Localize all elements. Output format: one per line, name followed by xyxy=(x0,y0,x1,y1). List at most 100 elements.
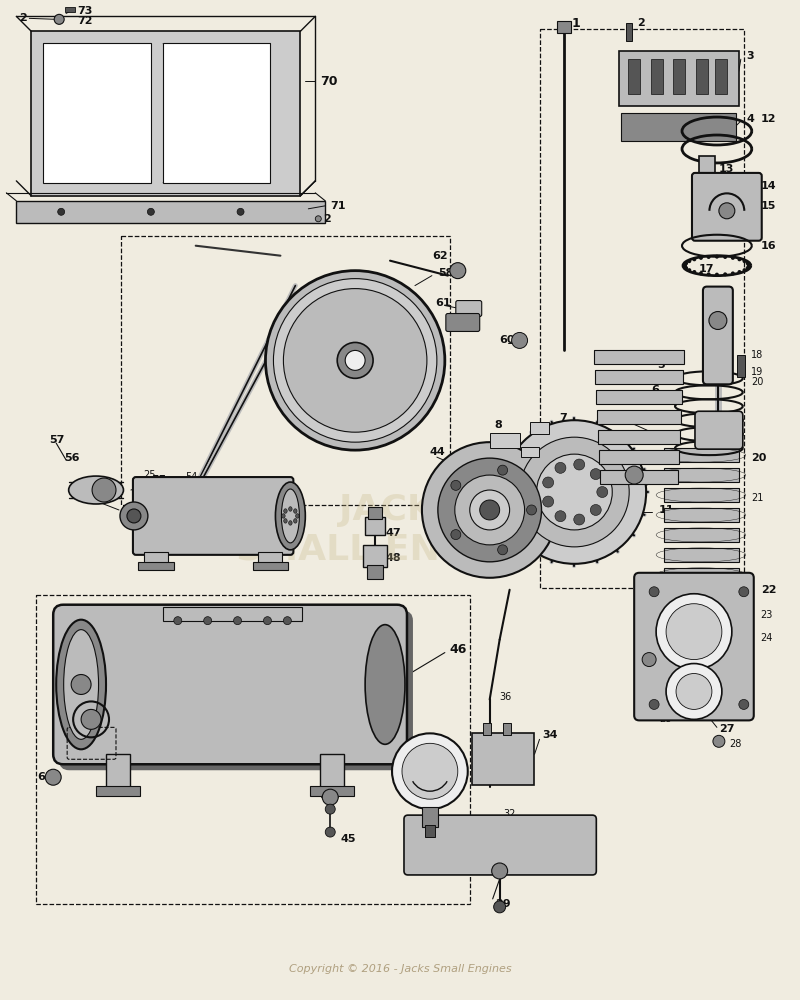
Bar xyxy=(43,43,151,183)
Circle shape xyxy=(687,259,691,263)
Circle shape xyxy=(338,342,373,378)
Bar xyxy=(673,59,685,94)
Text: 3: 3 xyxy=(746,51,754,61)
FancyBboxPatch shape xyxy=(404,815,596,875)
Ellipse shape xyxy=(296,514,299,518)
Text: 29: 29 xyxy=(494,899,510,909)
Circle shape xyxy=(498,465,508,475)
Circle shape xyxy=(345,350,365,370)
Circle shape xyxy=(626,466,643,484)
Ellipse shape xyxy=(294,509,297,513)
Circle shape xyxy=(174,617,182,625)
Bar xyxy=(596,390,682,404)
Text: 21: 21 xyxy=(750,493,763,503)
Bar xyxy=(664,528,739,542)
Bar xyxy=(368,507,382,519)
Text: 28: 28 xyxy=(634,650,646,660)
Circle shape xyxy=(234,617,242,625)
Circle shape xyxy=(502,420,646,564)
Circle shape xyxy=(542,477,554,488)
Circle shape xyxy=(746,261,750,265)
Text: 8: 8 xyxy=(494,420,502,430)
Text: 64: 64 xyxy=(56,694,72,704)
Circle shape xyxy=(555,511,566,522)
Bar xyxy=(490,433,519,448)
Bar xyxy=(482,723,490,735)
Bar xyxy=(144,552,168,566)
Bar xyxy=(422,807,438,827)
Circle shape xyxy=(692,257,696,261)
Bar xyxy=(664,548,739,562)
Text: 22: 22 xyxy=(761,585,776,595)
Text: 5: 5 xyxy=(657,360,665,370)
Bar xyxy=(521,447,538,457)
Bar xyxy=(715,59,727,94)
Text: 24: 24 xyxy=(761,633,773,643)
Text: 19: 19 xyxy=(750,367,763,377)
Circle shape xyxy=(263,617,271,625)
Circle shape xyxy=(742,259,746,263)
Text: 1: 1 xyxy=(571,17,580,30)
Bar xyxy=(664,488,739,502)
Text: 62: 62 xyxy=(432,251,447,261)
Circle shape xyxy=(480,500,500,520)
Text: 66: 66 xyxy=(38,772,53,782)
Circle shape xyxy=(715,255,719,259)
Circle shape xyxy=(684,261,688,265)
Text: 20: 20 xyxy=(750,453,766,463)
Ellipse shape xyxy=(289,507,292,511)
Circle shape xyxy=(315,216,322,222)
Circle shape xyxy=(71,675,91,694)
FancyBboxPatch shape xyxy=(133,477,294,555)
Text: 44: 44 xyxy=(430,447,446,457)
Text: 45: 45 xyxy=(340,834,356,844)
Bar xyxy=(594,350,684,364)
Text: 39: 39 xyxy=(93,495,109,505)
Circle shape xyxy=(498,545,508,555)
Circle shape xyxy=(738,257,742,261)
Text: 26: 26 xyxy=(659,714,671,724)
Bar xyxy=(619,51,739,106)
Circle shape xyxy=(54,14,64,24)
Text: 33: 33 xyxy=(395,762,410,772)
Text: 37: 37 xyxy=(622,415,638,425)
Text: 13: 13 xyxy=(719,164,734,174)
Circle shape xyxy=(738,270,742,274)
Circle shape xyxy=(597,487,608,498)
Text: 8: 8 xyxy=(570,420,577,430)
Text: 9: 9 xyxy=(514,457,521,467)
Bar xyxy=(598,430,680,444)
Text: 10: 10 xyxy=(656,475,671,485)
Circle shape xyxy=(492,863,508,879)
Text: 2: 2 xyxy=(19,13,27,23)
Text: 74: 74 xyxy=(201,507,213,517)
Circle shape xyxy=(746,264,750,268)
Text: 36: 36 xyxy=(500,692,512,702)
Ellipse shape xyxy=(289,521,292,525)
Text: 38: 38 xyxy=(627,450,639,460)
Circle shape xyxy=(687,268,691,272)
Text: 2: 2 xyxy=(637,18,645,28)
FancyBboxPatch shape xyxy=(54,605,407,764)
Text: 12: 12 xyxy=(761,114,776,124)
Circle shape xyxy=(713,735,725,747)
Bar xyxy=(622,113,736,141)
Bar xyxy=(365,517,385,535)
Bar xyxy=(106,754,130,792)
Text: 27: 27 xyxy=(719,724,734,734)
Text: 55: 55 xyxy=(151,475,166,485)
Circle shape xyxy=(692,270,696,274)
Circle shape xyxy=(731,271,735,275)
Circle shape xyxy=(699,256,703,260)
Ellipse shape xyxy=(56,620,106,749)
Text: 39: 39 xyxy=(610,473,622,483)
Bar xyxy=(699,156,715,211)
Text: 25: 25 xyxy=(644,686,657,696)
Circle shape xyxy=(266,271,445,450)
Text: 17: 17 xyxy=(699,264,714,274)
Bar xyxy=(96,786,140,796)
Text: 63: 63 xyxy=(73,694,89,704)
FancyBboxPatch shape xyxy=(703,287,733,384)
Circle shape xyxy=(715,273,719,277)
Circle shape xyxy=(709,312,727,329)
